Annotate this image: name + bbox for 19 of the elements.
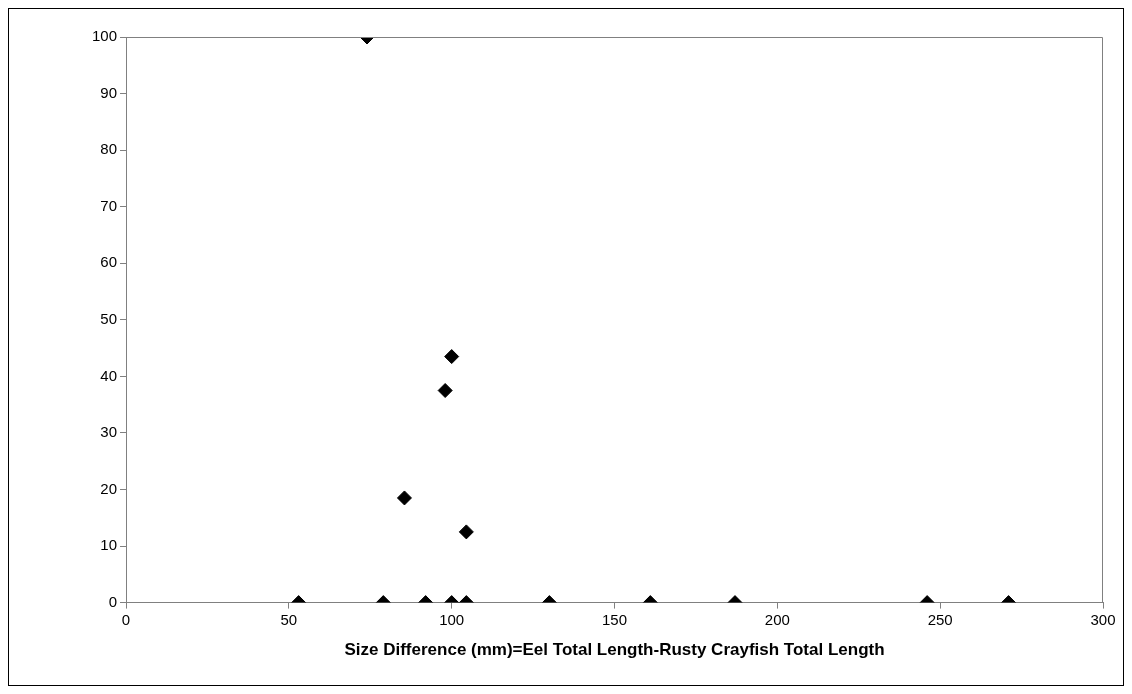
y-tick-label: 90 (100, 83, 118, 101)
x-tick-label: 0 (121, 610, 131, 628)
y-tick-label: 0 (108, 592, 118, 610)
y-tick-label: 30 (100, 423, 118, 441)
x-tick-label: 200 (764, 610, 790, 628)
x-tick-label: 50 (280, 610, 298, 628)
x-tick-label: 250 (927, 610, 953, 628)
y-tick-label: 40 (100, 366, 118, 384)
y-tick-label: 70 (100, 196, 118, 214)
y-tick-label: 20 (100, 479, 118, 497)
y-tick-label: 10 (100, 536, 118, 554)
y-tick-label: 80 (100, 140, 118, 158)
x-tick-label: 100 (439, 610, 465, 628)
x-axis-title: Size Difference (mm)=Eel Total Length-Rusty Crayfish Total Length (344, 640, 885, 660)
x-tick-label: 300 (1090, 610, 1116, 628)
y-tick-label: 50 (100, 309, 118, 327)
y-tick-label: 100 (92, 27, 118, 45)
y-tick-label: 60 (100, 253, 118, 271)
x-tick-label: 150 (602, 610, 628, 628)
